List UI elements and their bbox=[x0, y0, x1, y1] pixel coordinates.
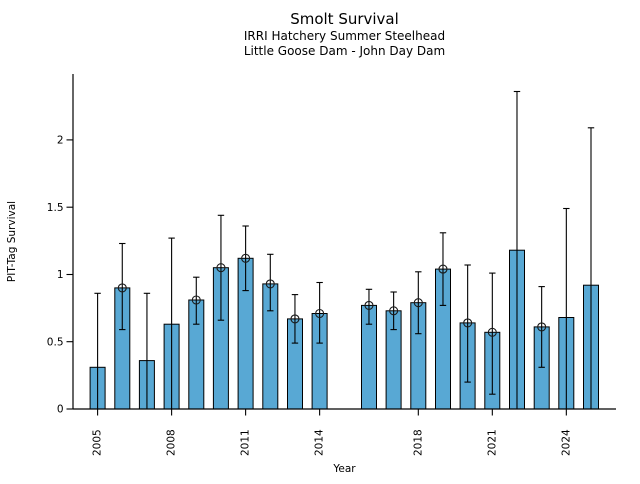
y-axis-label: PIT-Tag Survival bbox=[6, 201, 18, 282]
y-tick-label-0.5: 0.5 bbox=[47, 336, 64, 348]
marker-2016 bbox=[364, 300, 374, 310]
chart-subtitle-2: Little Goose Dam - John Day Dam bbox=[243, 43, 446, 58]
marker-2019 bbox=[438, 264, 448, 274]
chart-subtitle-1: IRRI Hatchery Summer Steelhead bbox=[243, 28, 446, 43]
chart-title: Smolt Survival bbox=[290, 10, 399, 28]
x-tick-label-2008: 2008 bbox=[166, 429, 178, 456]
y-tick-label-1: 1 bbox=[57, 269, 64, 281]
marker-2018 bbox=[413, 298, 423, 308]
x-tick-label-2014: 2014 bbox=[314, 429, 326, 456]
marker-2013 bbox=[290, 314, 300, 324]
marker-2011 bbox=[241, 253, 251, 263]
marker-2021 bbox=[487, 327, 497, 337]
marker-2017 bbox=[389, 306, 399, 316]
marker-2010 bbox=[216, 263, 226, 273]
marker-2006 bbox=[117, 283, 127, 293]
marker-2009 bbox=[191, 295, 201, 305]
y-tick-label-2: 2 bbox=[57, 135, 64, 147]
x-tick-label-2024: 2024 bbox=[560, 429, 572, 456]
x-tick-label-2018: 2018 bbox=[412, 429, 424, 456]
x-tick-label-2005: 2005 bbox=[92, 429, 104, 456]
marker-2020 bbox=[463, 318, 473, 328]
y-tick-label-0: 0 bbox=[57, 404, 64, 416]
marker-2012 bbox=[265, 279, 275, 289]
x-axis-label: Year bbox=[332, 463, 356, 475]
y-tick-label-1.5: 1.5 bbox=[47, 202, 64, 214]
marker-2023 bbox=[537, 322, 547, 332]
title-block: Smolt Survival IRRI Hatchery Summer Stee… bbox=[73, 10, 616, 59]
x-tick-label-2021: 2021 bbox=[486, 429, 498, 456]
marker-2014 bbox=[315, 308, 325, 319]
x-tick-label-2011: 2011 bbox=[240, 429, 252, 456]
